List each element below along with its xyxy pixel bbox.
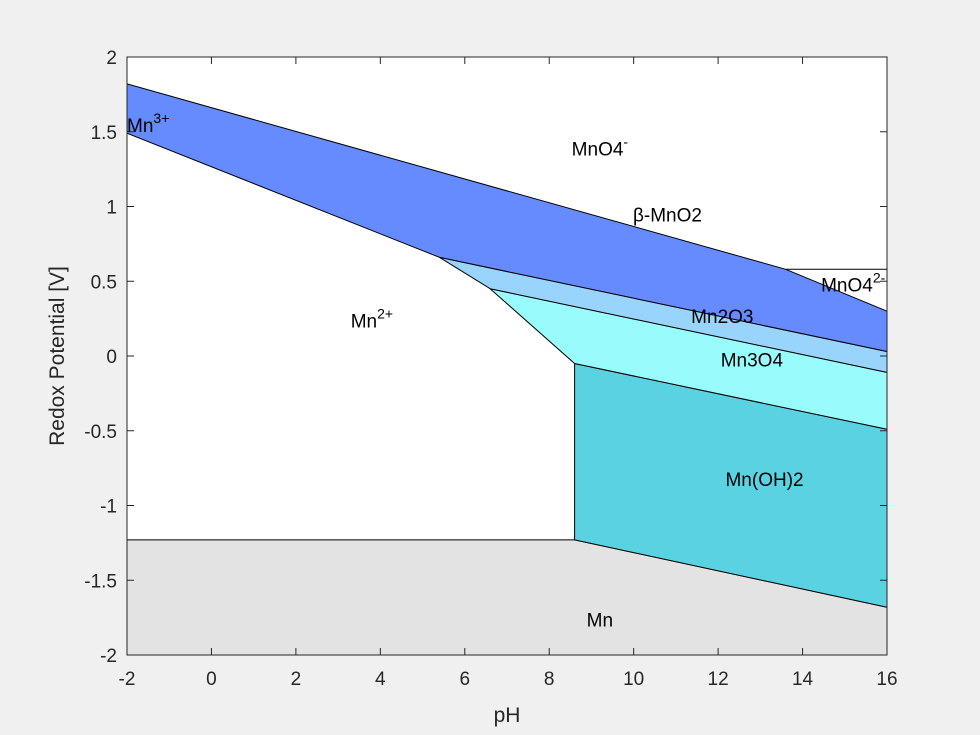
y-tick-label: -2 [100, 646, 117, 667]
y-tick-label: 2 [106, 48, 117, 69]
region-label-main: MnO4 [821, 276, 873, 297]
x-tick-label: 6 [459, 669, 470, 690]
region-label-main: Mn(OH)2 [725, 470, 803, 491]
y-tick-label: 0 [106, 347, 117, 368]
region-label-superscript: 2+ [377, 306, 393, 322]
y-axis-title: Redox Potential [V] [46, 266, 69, 446]
region-label-mno4: MnO4- [572, 134, 629, 161]
x-tick-label: 2 [291, 669, 302, 690]
region-label-mn: Mn [587, 611, 613, 632]
x-tick-label: 12 [708, 669, 729, 690]
y-tick-label: -0.5 [84, 422, 117, 443]
y-tick-label: -1.5 [84, 571, 117, 592]
x-tick-label: -2 [119, 669, 136, 690]
x-axis-ticks: -2 0 2 4 6 8 10 12 14 16 [119, 57, 898, 690]
y-tick-label: -1 [100, 497, 117, 518]
y-tick-label: 1 [106, 198, 117, 219]
x-tick-label: 16 [876, 669, 897, 690]
y-tick-label: 0.5 [91, 272, 117, 293]
region-label-superscript: - [623, 134, 628, 150]
region-label-main: β-MnO2 [633, 205, 702, 226]
x-tick-label: 8 [544, 669, 555, 690]
region-label-mn-3: Mn3+ [127, 110, 169, 137]
x-axis-title: pH [494, 704, 521, 727]
regions-layer [126, 83, 888, 656]
region-label-mn-oh-2: Mn(OH)2 [725, 470, 803, 491]
region-label-main: MnO4 [572, 140, 624, 161]
region-label-main: Mn3O4 [721, 350, 784, 371]
region-label-superscript: 3+ [153, 110, 169, 126]
region-label-mn-2: Mn2+ [351, 306, 393, 333]
region-label-superscript: 2- [873, 270, 886, 286]
region-label-mn2o3: Mn2O3 [691, 307, 753, 328]
region-label-main: Mn [351, 312, 377, 333]
x-tick-label: 4 [375, 669, 386, 690]
y-axis-ticks: -2 -1.5 -1 -0.5 0 0.5 1 1.5 2 [84, 48, 887, 667]
y-tick-label: 1.5 [91, 123, 117, 144]
region-label-main: Mn [127, 116, 153, 137]
region-label-main: Mn [587, 611, 613, 632]
x-tick-label: 0 [206, 669, 217, 690]
x-tick-label: 14 [792, 669, 814, 690]
x-tick-label: 10 [623, 669, 644, 690]
region-label-mno4-2: MnO42- [821, 270, 886, 297]
region-label-mn3o4: Mn3O4 [721, 350, 784, 371]
region-label-mno2: β-MnO2 [633, 205, 702, 226]
region-label-main: Mn2O3 [691, 307, 753, 328]
